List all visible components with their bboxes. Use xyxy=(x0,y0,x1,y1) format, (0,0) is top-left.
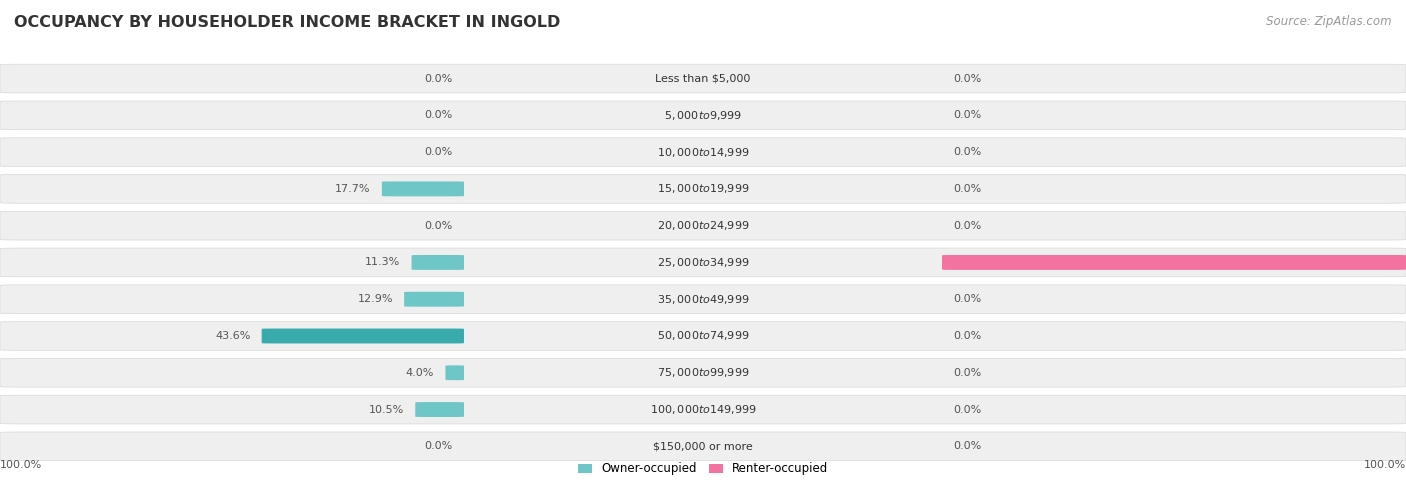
Text: 17.7%: 17.7% xyxy=(335,184,371,194)
Text: $75,000 to $99,999: $75,000 to $99,999 xyxy=(657,366,749,379)
Text: $35,000 to $49,999: $35,000 to $49,999 xyxy=(657,293,749,306)
Legend: Owner-occupied, Renter-occupied: Owner-occupied, Renter-occupied xyxy=(572,458,834,480)
Text: 0.0%: 0.0% xyxy=(425,110,453,121)
FancyBboxPatch shape xyxy=(404,292,464,307)
Text: 0.0%: 0.0% xyxy=(953,147,981,157)
FancyBboxPatch shape xyxy=(412,255,464,270)
FancyBboxPatch shape xyxy=(382,181,464,196)
FancyBboxPatch shape xyxy=(0,285,1406,313)
Text: $100,000 to $149,999: $100,000 to $149,999 xyxy=(650,403,756,416)
FancyBboxPatch shape xyxy=(942,255,1406,270)
Text: 0.0%: 0.0% xyxy=(953,294,981,304)
FancyBboxPatch shape xyxy=(0,211,1406,240)
FancyBboxPatch shape xyxy=(0,432,1406,461)
Text: $150,000 or more: $150,000 or more xyxy=(654,441,752,451)
FancyBboxPatch shape xyxy=(0,395,1406,424)
Text: 0.0%: 0.0% xyxy=(953,73,981,84)
Text: $25,000 to $34,999: $25,000 to $34,999 xyxy=(657,256,749,269)
Text: $50,000 to $74,999: $50,000 to $74,999 xyxy=(657,330,749,343)
Text: 12.9%: 12.9% xyxy=(357,294,392,304)
Text: 0.0%: 0.0% xyxy=(425,221,453,231)
Text: 0.0%: 0.0% xyxy=(953,368,981,378)
FancyBboxPatch shape xyxy=(0,138,1406,166)
Text: $20,000 to $24,999: $20,000 to $24,999 xyxy=(657,219,749,232)
FancyBboxPatch shape xyxy=(262,329,464,344)
Text: 4.0%: 4.0% xyxy=(406,368,434,378)
Text: 0.0%: 0.0% xyxy=(953,441,981,451)
Text: $10,000 to $14,999: $10,000 to $14,999 xyxy=(657,146,749,158)
Text: 0.0%: 0.0% xyxy=(425,73,453,84)
FancyBboxPatch shape xyxy=(0,248,1406,277)
Text: Source: ZipAtlas.com: Source: ZipAtlas.com xyxy=(1267,15,1392,28)
FancyBboxPatch shape xyxy=(446,365,464,380)
Text: 11.3%: 11.3% xyxy=(366,258,401,267)
Text: 0.0%: 0.0% xyxy=(953,184,981,194)
Text: $5,000 to $9,999: $5,000 to $9,999 xyxy=(664,109,742,122)
FancyBboxPatch shape xyxy=(0,174,1406,203)
Text: 0.0%: 0.0% xyxy=(953,221,981,231)
Text: OCCUPANCY BY HOUSEHOLDER INCOME BRACKET IN INGOLD: OCCUPANCY BY HOUSEHOLDER INCOME BRACKET … xyxy=(14,15,561,30)
Text: 100.0%: 100.0% xyxy=(0,460,42,470)
FancyBboxPatch shape xyxy=(0,64,1406,93)
FancyBboxPatch shape xyxy=(0,322,1406,350)
Text: 0.0%: 0.0% xyxy=(953,331,981,341)
FancyBboxPatch shape xyxy=(0,101,1406,130)
FancyBboxPatch shape xyxy=(415,402,464,417)
Text: 0.0%: 0.0% xyxy=(425,441,453,451)
Text: 0.0%: 0.0% xyxy=(953,404,981,415)
Text: $15,000 to $19,999: $15,000 to $19,999 xyxy=(657,182,749,195)
Text: Less than $5,000: Less than $5,000 xyxy=(655,73,751,84)
FancyBboxPatch shape xyxy=(0,359,1406,387)
Text: 10.5%: 10.5% xyxy=(368,404,404,415)
Text: 0.0%: 0.0% xyxy=(953,110,981,121)
Text: 43.6%: 43.6% xyxy=(215,331,250,341)
Text: 100.0%: 100.0% xyxy=(1364,460,1406,470)
Text: 0.0%: 0.0% xyxy=(425,147,453,157)
